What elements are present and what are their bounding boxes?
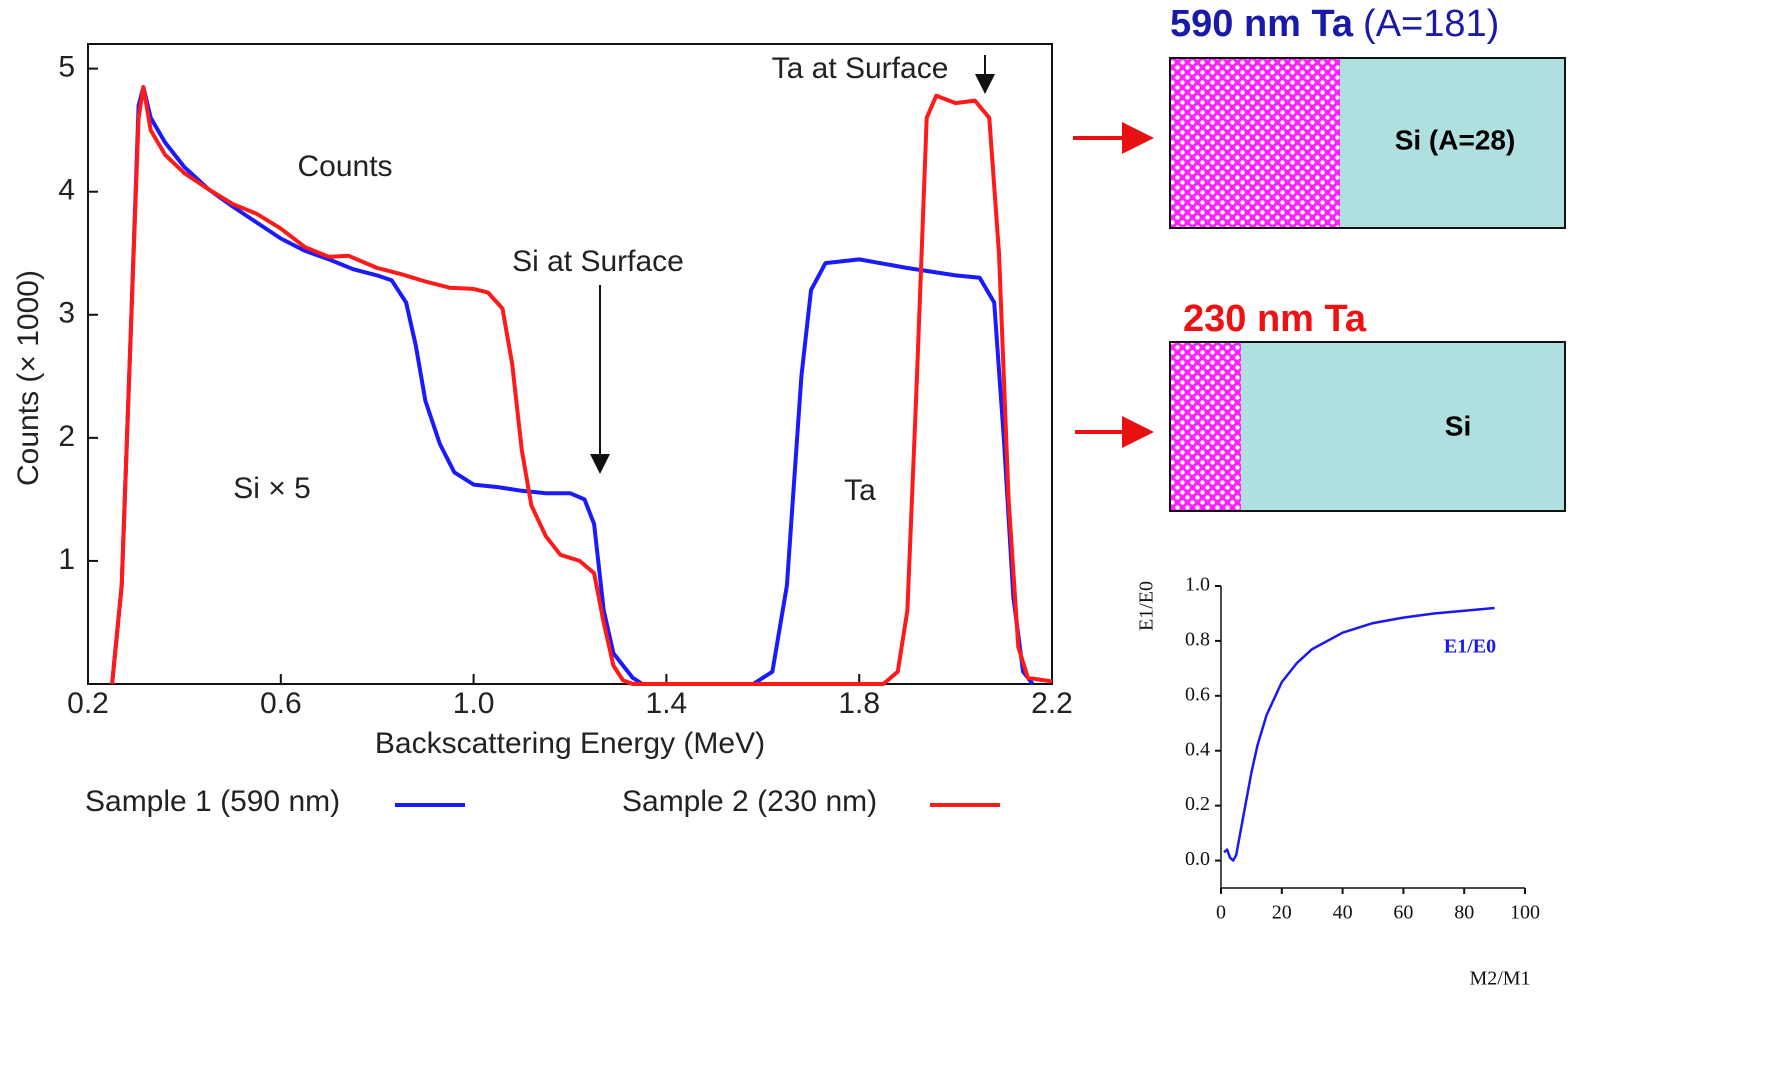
- y-tick-label: 0.2: [1185, 793, 1210, 815]
- y-tick-label: 0.4: [1185, 738, 1210, 760]
- sample-title: 590 nm Ta: [1170, 3, 1354, 45]
- y-axis-label: E1/E0: [1136, 581, 1158, 631]
- x-tick-label: 0.2: [67, 687, 109, 720]
- series-line: [110, 85, 1035, 686]
- annotation: Si at Surface: [512, 245, 684, 278]
- x-tick-label: 2.2: [1031, 687, 1073, 720]
- x-tick-label: 0.6: [260, 687, 302, 720]
- y-tick-label: 0.8: [1185, 629, 1210, 651]
- legend-label: Sample 1 (590 nm): [85, 785, 340, 818]
- x-tick-label: 20: [1272, 902, 1292, 924]
- y-tick-label: 5: [58, 51, 75, 84]
- sample-title: 230 nm Ta: [1183, 298, 1367, 340]
- y-tick-label: 0.0: [1185, 848, 1210, 870]
- y-tick-label: 4: [58, 174, 75, 207]
- annotation: Si × 5: [233, 472, 311, 505]
- y-tick-label: 1: [58, 543, 75, 576]
- x-tick-label: 40: [1333, 902, 1353, 924]
- sample-title: 590 nm Ta (A=181): [1170, 3, 1499, 45]
- substrate-label: Si (A=28): [1395, 124, 1516, 155]
- x-tick-label: 1.4: [646, 687, 688, 720]
- series-line: [110, 85, 1053, 686]
- y-tick-label: 3: [58, 297, 75, 330]
- ta-layer: [1170, 342, 1241, 511]
- sample-subtitle: (A=181): [1363, 3, 1499, 45]
- legend-label: E1/E0: [1444, 636, 1496, 658]
- annotation: Ta at Surface: [772, 52, 949, 85]
- sample-box: [1169, 57, 1566, 229]
- annotation: Counts: [297, 150, 392, 183]
- x-tick-label: 60: [1393, 902, 1413, 924]
- x-axis-label: Backscattering Energy (MeV): [375, 727, 765, 760]
- si-substrate: [1241, 342, 1565, 511]
- series-line: [1223, 606, 1495, 862]
- y-tick-label: 1.0: [1185, 574, 1210, 596]
- y-tick-label: 0.6: [1185, 683, 1210, 705]
- spectrum-chart: Counts Si at Surface Ta at Surface Si × …: [12, 43, 1073, 818]
- substrate-label: Si: [1445, 410, 1471, 441]
- x-tick-label: 1.8: [838, 687, 880, 720]
- x-tick-label: 0: [1216, 902, 1226, 924]
- x-axis-label: M2/M1: [1469, 968, 1530, 990]
- ratio-chart: M2/M1 E1/E0 0.0 0.2 0.4 0.6 0.8 1.0 0 20 40 60 80 1…: [1136, 574, 1540, 990]
- plot-frame: [87, 43, 1053, 685]
- sample-box: [1169, 341, 1566, 512]
- legend-label: Sample 2 (230 nm): [622, 785, 877, 818]
- annotation: Ta: [844, 474, 876, 507]
- x-tick-label: 1.0: [453, 687, 495, 720]
- y-tick-label: 2: [58, 420, 75, 453]
- y-axis-label: Counts (× 1000): [12, 270, 45, 486]
- ta-layer: [1170, 58, 1340, 228]
- x-tick-label: 80: [1454, 902, 1474, 924]
- si-substrate: [1340, 58, 1565, 228]
- sample-diagrams: 590 nm Ta (A=181) Si (A=28) 230 nm Ta Si: [1073, 3, 1566, 512]
- x-tick-label: 100: [1510, 902, 1540, 924]
